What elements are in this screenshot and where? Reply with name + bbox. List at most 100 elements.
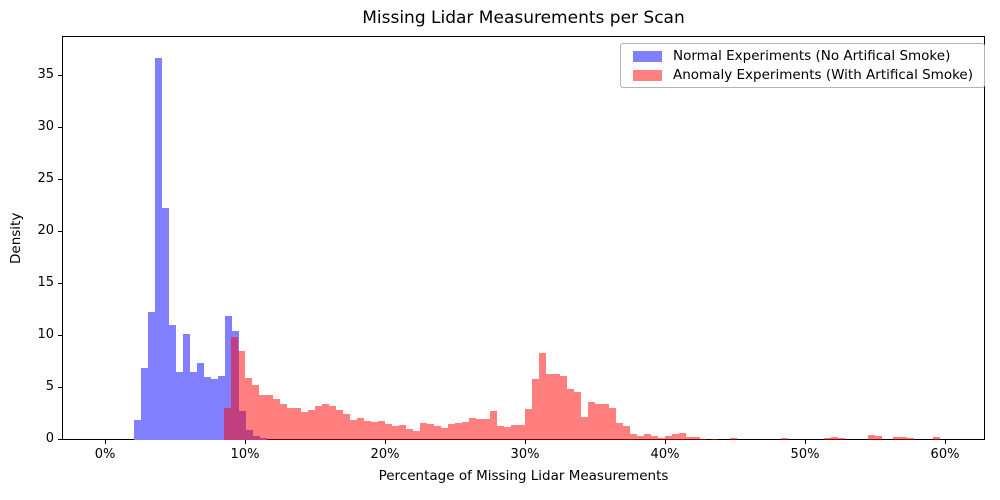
y-tick-label: 25: [37, 171, 54, 186]
histogram-bar-anomaly: [497, 425, 505, 440]
histogram-bar-normal: [148, 312, 155, 440]
histogram-bar-anomaly: [266, 395, 274, 440]
histogram-bar-anomaly: [780, 438, 788, 440]
histogram-bar-anomaly: [469, 418, 477, 440]
histogram-bar-anomaly: [824, 437, 832, 440]
histogram-bar-anomaly: [623, 425, 631, 440]
legend-label-anomaly: Anomaly Experiments (With Artifical Smok…: [673, 67, 973, 83]
y-tick: [58, 335, 62, 336]
y-tick: [58, 231, 62, 232]
histogram-bar-anomaly: [350, 420, 358, 440]
histogram-bar-normal: [162, 208, 169, 440]
histogram-bar-anomaly: [609, 407, 617, 440]
histogram-bar-anomaly: [595, 403, 603, 440]
histogram-bar-anomaly: [483, 419, 491, 440]
histogram-bar-anomaly: [294, 407, 302, 440]
histogram-bar-anomaly: [644, 433, 652, 440]
histogram-bar-anomaly: [679, 432, 687, 440]
x-axis-label: Percentage of Missing Lidar Measurements: [378, 468, 669, 484]
x-tick-label: 30%: [510, 447, 540, 462]
histogram-bar-anomaly: [700, 438, 708, 440]
histogram-bar-anomaly: [448, 424, 456, 440]
histogram-bar-anomaly: [602, 403, 610, 440]
histogram-bar-anomaly: [273, 399, 281, 440]
y-tick-label: 0: [45, 431, 54, 446]
histogram-bar-anomaly: [434, 425, 442, 440]
histogram-bar-anomaly: [730, 438, 738, 440]
histogram-bar-anomaly: [672, 433, 680, 440]
y-tick: [58, 127, 62, 128]
histogram-bar-anomaly: [616, 423, 624, 440]
x-tick-label: 10%: [230, 447, 260, 462]
histogram-bar-anomaly: [532, 378, 540, 440]
y-tick-label: 10: [37, 327, 54, 342]
histogram-bar-anomaly: [574, 392, 582, 440]
histogram-bar-anomaly: [336, 409, 344, 440]
histogram-bar-anomaly: [238, 350, 246, 440]
histogram-bar-anomaly: [581, 417, 589, 440]
histogram-bar-anomaly: [441, 428, 449, 440]
histogram-bar-normal: [134, 420, 141, 440]
histogram-bar-anomaly: [710, 438, 718, 440]
histogram-bar-anomaly: [420, 423, 428, 440]
histogram-bar-anomaly: [553, 374, 561, 440]
y-tick: [58, 387, 62, 388]
legend-item-anomaly: Anomaly Experiments (With Artifical Smok…: [629, 66, 976, 84]
y-tick-label: 35: [37, 67, 54, 82]
x-tick-label: 50%: [790, 447, 820, 462]
histogram-bar-anomaly: [259, 395, 267, 440]
histogram-bar-anomaly: [567, 389, 575, 440]
y-tick: [58, 439, 62, 440]
histogram-bar-anomaly: [693, 436, 701, 440]
histogram-bar-anomaly: [658, 437, 666, 440]
histogram-bar-anomaly: [427, 424, 435, 440]
x-tick: [805, 440, 806, 444]
y-tick-label: 20: [37, 223, 54, 238]
histogram-bar-anomaly: [588, 401, 596, 440]
histogram-bar-anomaly: [378, 421, 386, 440]
plot-area: [62, 36, 985, 440]
x-tick-label: 20%: [370, 447, 400, 462]
y-tick: [58, 283, 62, 284]
histogram-bar-anomaly: [343, 414, 351, 440]
histogram-bar-anomaly: [301, 411, 309, 440]
histogram-bar-anomaly: [224, 407, 232, 440]
legend-item-normal: Normal Experiments (No Artifical Smoke): [629, 47, 976, 65]
histogram-bar-anomaly: [413, 430, 421, 440]
histogram-bar-anomaly: [874, 436, 882, 440]
histogram-bar-anomaly: [392, 426, 400, 440]
histogram-bar-anomaly: [399, 424, 407, 440]
histogram-bar-anomaly: [385, 424, 393, 440]
x-tick-label: 0%: [94, 447, 116, 462]
histogram-bar-anomaly: [899, 436, 907, 440]
histogram-bar-anomaly: [476, 419, 484, 440]
legend: Normal Experiments (No Artifical Smoke) …: [620, 43, 985, 88]
histogram-bar-anomaly: [280, 403, 288, 440]
histogram-bar-anomaly: [892, 437, 900, 440]
histogram-bar-anomaly: [231, 337, 239, 440]
x-tick: [385, 440, 386, 444]
histogram-bar-normal: [204, 376, 211, 440]
histogram-bar-anomaly: [518, 424, 526, 440]
histogram-bar-anomaly: [686, 436, 694, 440]
histogram-bar-anomaly: [630, 433, 638, 440]
histogram-bar-normal: [155, 58, 162, 440]
x-tick-label: 60%: [930, 447, 960, 462]
histogram-bar-normal: [197, 363, 204, 440]
histogram-bar-anomaly: [867, 434, 875, 440]
histogram-bar-anomaly: [315, 405, 323, 440]
x-tick: [105, 440, 106, 444]
histogram-bar-anomaly: [546, 374, 554, 440]
histogram-bar-anomaly: [455, 423, 463, 440]
histogram-bar-anomaly: [462, 422, 470, 440]
histogram-bar-anomaly: [406, 428, 414, 440]
y-tick-label: 15: [37, 275, 54, 290]
histogram-bar-normal: [176, 372, 183, 440]
y-tick: [58, 75, 62, 76]
histogram-bar-normal: [211, 378, 218, 440]
histogram-bar-anomaly: [308, 409, 316, 440]
histogram-bar-anomaly: [651, 435, 659, 440]
histogram-bar-anomaly: [831, 437, 839, 440]
histogram-bar-anomaly: [838, 437, 846, 440]
x-tick: [525, 440, 526, 444]
